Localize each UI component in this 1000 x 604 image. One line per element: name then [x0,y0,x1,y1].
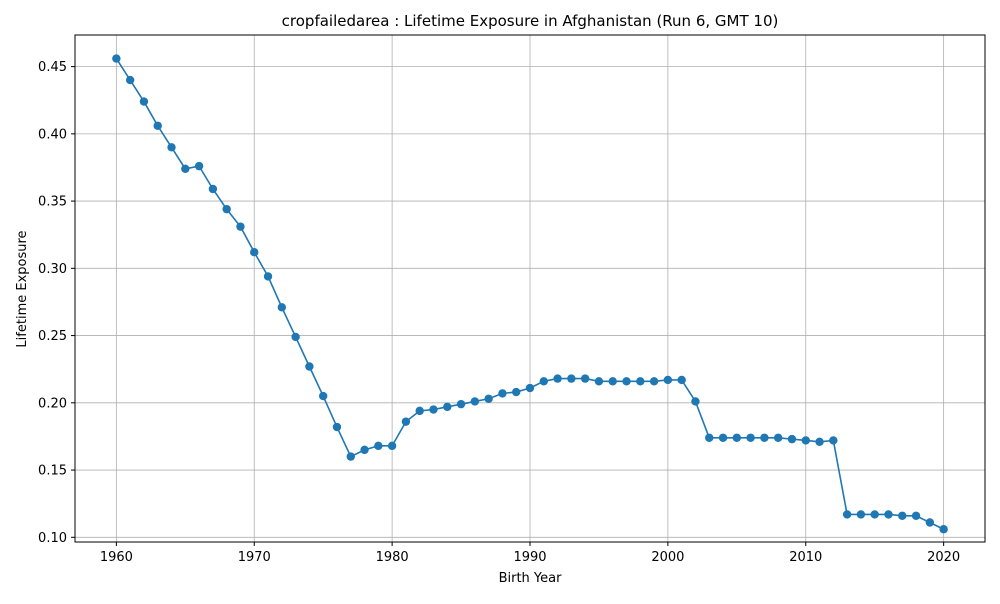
x-axis-label: Birth Year [499,571,563,586]
data-point [277,303,287,312]
data-point [305,362,314,371]
y-tick-label: 0.40 [38,127,67,142]
data-point [346,452,355,461]
data-point [773,433,783,442]
data-point [360,445,369,455]
y-tick-label: 0.35 [38,195,67,210]
x-tick-label: 1970 [238,550,271,565]
y-tick-label: 0.10 [38,531,67,546]
data-point [415,406,424,416]
data-point [236,222,245,231]
data-point [677,375,686,385]
data-point [222,204,231,214]
x-axis-ticks: 1960 1970 1980 1990 2000 2010 2020 [100,542,960,565]
x-tick-label: 1980 [376,550,409,565]
data-point [498,389,507,398]
data-point [539,377,548,386]
data-point [608,377,617,386]
data-point [594,377,604,386]
data-point [580,374,590,383]
y-axis-ticks: 0.10 0.15 0.20 0.25 0.30 0.35 0.40 0.45 [38,60,75,546]
data-point [691,397,700,406]
data-point [470,397,480,406]
data-point [250,247,259,257]
y-tick-label: 0.20 [38,396,67,411]
data-point [332,422,342,432]
x-tick-label: 2000 [651,550,684,565]
data-point [387,441,397,451]
data-point [898,511,907,520]
data-point [181,164,190,174]
x-tick-label: 1990 [513,550,546,565]
data-point [842,510,852,519]
chart-title: cropfailedarea : Lifetime Exposure in Af… [282,12,779,30]
data-point [663,375,673,385]
y-tick-label: 0.45 [38,60,67,75]
data-point [208,184,218,194]
data-point [801,436,810,445]
data-point [829,436,838,445]
data-point [884,510,893,519]
data-point [732,433,742,442]
y-tick-label: 0.15 [38,464,67,479]
data-point [649,377,659,386]
data-point [553,374,562,383]
data-point [925,518,935,527]
y-axis-label: Lifetime Exposure [15,230,30,347]
data-point [760,433,769,442]
data-point [291,332,300,342]
data-point [787,434,797,444]
x-tick-label: 2020 [927,550,960,565]
grid [75,35,985,542]
data-point [112,54,121,63]
data-point [429,405,438,414]
data-point [718,433,728,442]
data-point [125,75,135,85]
data-point [456,399,466,409]
data-point [525,383,535,393]
x-tick-label: 2010 [789,550,822,565]
data-point [153,121,162,130]
data-point [856,510,866,519]
data-point [746,433,755,442]
x-tick-label: 1960 [100,550,133,565]
data-point [622,377,631,386]
y-tick-label: 0.30 [38,262,67,277]
data-point [870,510,879,519]
data-point [401,417,411,426]
data-point [636,377,645,386]
data-point [815,437,824,447]
data-point [512,387,521,397]
data-point [318,391,328,401]
data-point [911,511,921,520]
data-point [939,525,948,534]
data-point [443,402,452,412]
data-point [263,272,273,281]
data-point [167,143,176,152]
data-point [484,394,493,403]
y-tick-label: 0.25 [38,329,67,344]
data-point [139,97,149,106]
data-point [567,374,576,383]
data-point [705,433,714,442]
data-point [374,441,383,451]
data-points [112,54,948,534]
data-point [194,161,204,171]
